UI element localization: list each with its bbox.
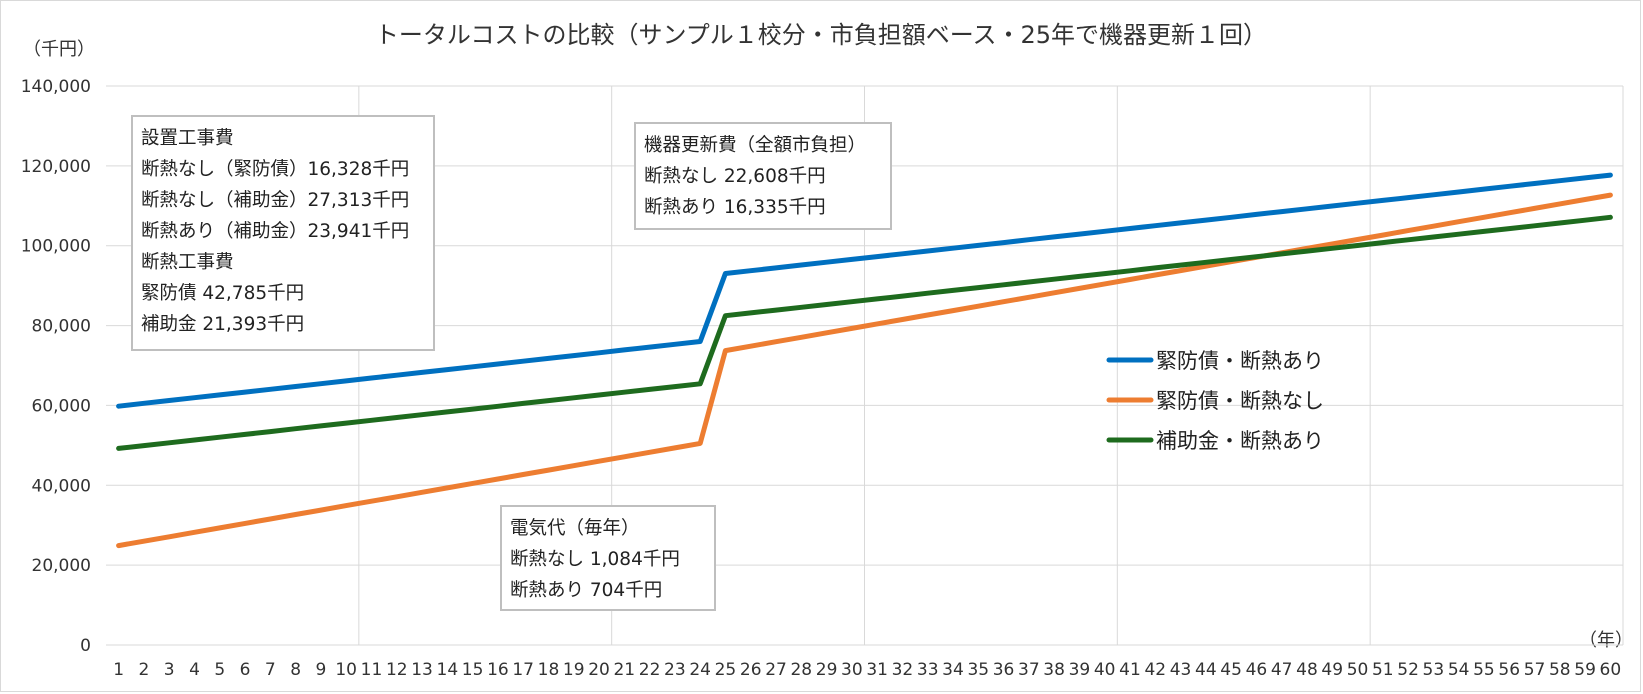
annotation-renewal-cost: 機器更新費（全額市負担） 断熱なし 22,608千円 断熱あり 16,335千円 <box>634 122 892 230</box>
x-tick-label: 15 <box>462 660 484 680</box>
annotation-line: 断熱なし（緊防債）16,328千円 <box>141 159 410 180</box>
x-tick-label: 17 <box>512 660 534 680</box>
x-tick-label: 9 <box>315 660 326 680</box>
y-tick-label: 140,000 <box>21 77 91 97</box>
x-tick-label: 27 <box>765 660 787 680</box>
annotation-electricity-cost: 電気代（毎年） 断熱なし 1,084千円 断熱あり 704千円 <box>500 505 716 611</box>
legend-label: 緊防債・断熱なし <box>1156 389 1324 413</box>
x-axis-unit-label: （年） <box>1579 630 1633 651</box>
x-tick-label: 10 <box>335 660 357 680</box>
x-tick-label: 58 <box>1549 660 1571 680</box>
y-tick-label: 20,000 <box>32 556 91 576</box>
x-tick-label: 41 <box>1119 660 1141 680</box>
y-tick-label: 120,000 <box>21 157 91 177</box>
series-line-3 <box>116 214 1613 451</box>
x-tick-label: 35 <box>967 660 989 680</box>
annotation-line: 緊防債 42,785千円 <box>141 283 305 304</box>
annotation-line: 断熱なし（補助金）27,313千円 <box>141 190 410 211</box>
x-tick-label: 53 <box>1423 660 1445 680</box>
x-tick-label: 24 <box>689 660 711 680</box>
x-tick-label: 28 <box>790 660 812 680</box>
x-tick-label: 42 <box>1144 660 1166 680</box>
x-tick-label: 54 <box>1448 660 1470 680</box>
annotation-line: 電気代（毎年） <box>510 518 640 539</box>
x-tick-label: 46 <box>1246 660 1268 680</box>
x-tick-label: 55 <box>1473 660 1495 680</box>
x-tick-label: 48 <box>1296 660 1318 680</box>
y-tick-label: 0 <box>80 636 91 656</box>
annotation-line: 設置工事費 <box>141 128 234 149</box>
annotation-line: 断熱あり 704千円 <box>510 580 663 601</box>
x-tick-label: 30 <box>841 660 863 680</box>
x-tick-label: 52 <box>1397 660 1419 680</box>
series-lines <box>116 172 1613 549</box>
annotation-line: 補助金 21,393千円 <box>141 314 305 335</box>
annotation-line: 機器更新費（全額市負担） <box>644 135 867 156</box>
x-tick-label: 13 <box>411 660 433 680</box>
x-tick-label: 16 <box>487 660 509 680</box>
chart-title: トータルコストの比較（サンプル１校分・市負担額ベース・25年で機器更新１回） <box>375 21 1267 49</box>
x-tick-label: 20 <box>588 660 610 680</box>
x-tick-label: 2 <box>139 660 150 680</box>
x-tick-label: 14 <box>437 660 459 680</box>
x-tick-label: 59 <box>1574 660 1596 680</box>
x-tick-label: 43 <box>1170 660 1192 680</box>
series-line-1 <box>116 172 1613 409</box>
y-tick-label: 80,000 <box>32 317 91 337</box>
y-axis-unit-label: （千円） <box>23 39 95 60</box>
x-tick-label: 36 <box>993 660 1015 680</box>
x-tick-label: 32 <box>892 660 914 680</box>
x-tick-label: 11 <box>361 660 383 680</box>
annotation-line: 断熱なし 1,084千円 <box>510 549 680 570</box>
x-tick-label: 1 <box>113 660 124 680</box>
x-tick-label: 19 <box>563 660 585 680</box>
x-tick-label: 21 <box>613 660 635 680</box>
x-tick-label: 31 <box>866 660 888 680</box>
x-tick-label: 8 <box>290 660 301 680</box>
legend-label: 補助金・断熱あり <box>1156 429 1324 453</box>
x-tick-label: 23 <box>664 660 686 680</box>
x-tick-label: 47 <box>1271 660 1293 680</box>
y-tick-label: 40,000 <box>32 476 91 496</box>
x-tick-label: 29 <box>816 660 838 680</box>
legend-label: 緊防債・断熱あり <box>1156 349 1324 373</box>
x-tick-label: 25 <box>715 660 737 680</box>
x-tick-label: 18 <box>538 660 560 680</box>
x-tick-label: 3 <box>164 660 175 680</box>
x-tick-label: 37 <box>1018 660 1040 680</box>
x-tick-label: 26 <box>740 660 762 680</box>
annotation-line: 断熱あり（補助金）23,941千円 <box>141 221 410 242</box>
x-tick-label: 45 <box>1220 660 1242 680</box>
x-tick-label: 56 <box>1498 660 1520 680</box>
x-tick-label: 12 <box>386 660 408 680</box>
annotation-line: 断熱なし 22,608千円 <box>644 166 826 187</box>
x-tick-label: 7 <box>265 660 276 680</box>
x-tick-label: 39 <box>1069 660 1091 680</box>
x-tick-label: 4 <box>189 660 200 680</box>
x-tick-label: 33 <box>917 660 939 680</box>
x-tick-label: 44 <box>1195 660 1217 680</box>
x-tick-label: 51 <box>1372 660 1394 680</box>
x-tick-label: 50 <box>1347 660 1369 680</box>
x-tick-label: 57 <box>1524 660 1546 680</box>
x-tick-label: 5 <box>214 660 225 680</box>
annotation-line: 断熱工事費 <box>141 252 234 273</box>
series-line-2 <box>116 192 1613 549</box>
x-axis-ticks: 1 2 3 4 5 6 7 8 9 10 11 12 13 14 15 16 17 18 19 20 21 22 23 24 2… <box>113 660 1621 680</box>
x-tick-label: 40 <box>1094 660 1116 680</box>
x-tick-label: 49 <box>1321 660 1343 680</box>
x-tick-label: 34 <box>942 660 964 680</box>
annotation-install-cost: 設置工事費断熱なし（緊防債）16,328千円 断熱なし（補助金）27,313千円断… <box>131 115 435 351</box>
x-tick-label: 60 <box>1600 660 1622 680</box>
x-tick-label: 22 <box>639 660 661 680</box>
x-tick-label: 6 <box>240 660 251 680</box>
x-tick-label: 38 <box>1043 660 1065 680</box>
y-tick-label: 60,000 <box>32 396 91 416</box>
annotation-line: 断熱あり 16,335千円 <box>644 197 826 218</box>
y-axis-ticks: 0 20,000 40,000 60,000 80,000 100,000 120,000 1… <box>21 77 91 656</box>
y-tick-label: 100,000 <box>21 237 91 257</box>
